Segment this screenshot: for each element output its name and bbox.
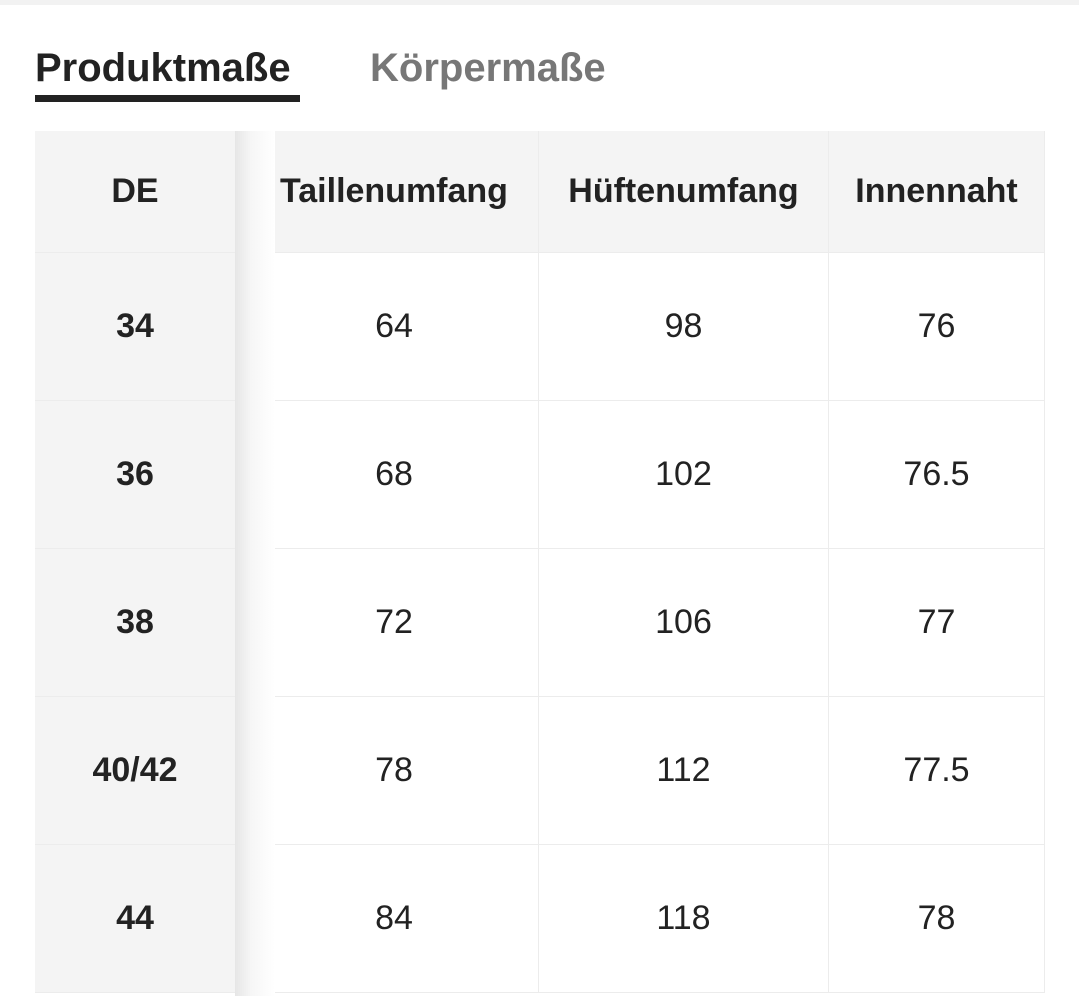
tab-underline: [35, 95, 300, 102]
tab-inactive[interactable]: Körpermaße: [370, 46, 606, 90]
value-cell: 78: [250, 697, 539, 845]
size-table: DE Taillenumfang Hüftenumfang Innennaht 34 64…: [35, 131, 1045, 996]
value-cell: 78: [829, 845, 1045, 993]
top-bar: [0, 0, 1079, 5]
size-cell: 44: [35, 845, 235, 993]
value-cell: 72: [250, 549, 539, 697]
value-cell: 76: [829, 253, 1045, 401]
size-cell: 34: [35, 253, 235, 401]
header-cell: Innennaht: [829, 131, 1045, 253]
value-cell: 77.5: [829, 697, 1045, 845]
value-cell: 98: [539, 253, 829, 401]
value-cell: 106: [539, 549, 829, 697]
value-cell: 64: [250, 253, 539, 401]
header-cell: DE: [35, 131, 235, 253]
value-cell: 77: [829, 549, 1045, 697]
value-cell: 84: [250, 845, 539, 993]
value-cell: 102: [539, 401, 829, 549]
value-cell: 118: [539, 845, 829, 993]
tab-active[interactable]: Produktmaße: [35, 46, 291, 90]
value-cell: 76.5: [829, 401, 1045, 549]
value-cell: 68: [250, 401, 539, 549]
header-cell: Hüftenumfang: [539, 131, 829, 253]
size-cell: 40/42: [35, 697, 235, 845]
value-cell: 112: [539, 697, 829, 845]
header-cell: Taillenumfang: [250, 131, 539, 253]
size-cell: 36: [35, 401, 235, 549]
size-cell: 38: [35, 549, 235, 697]
column-shadow: [235, 131, 275, 996]
